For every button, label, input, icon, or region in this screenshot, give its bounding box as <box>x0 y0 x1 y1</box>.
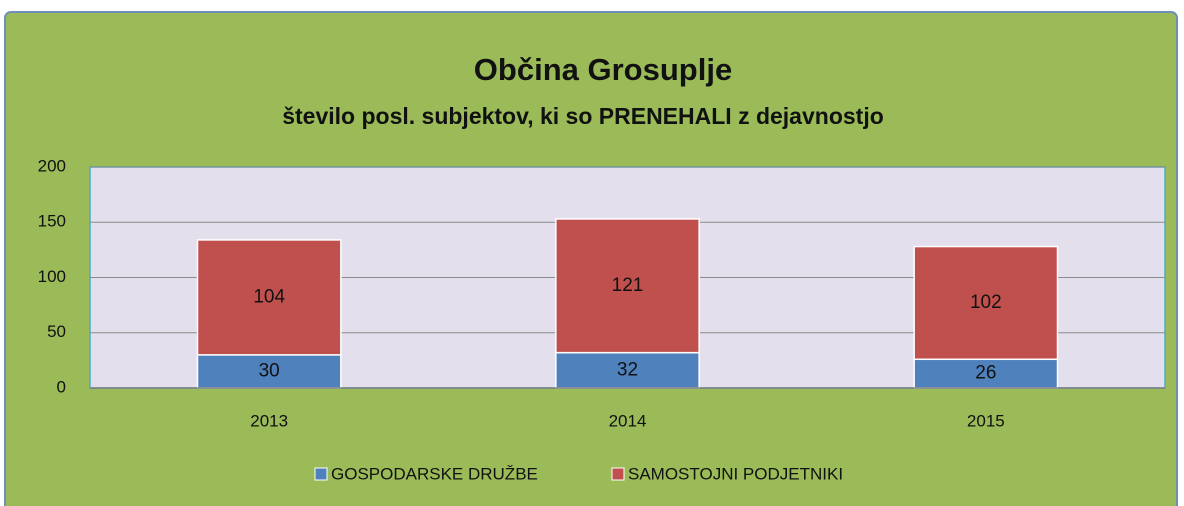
x-tick-label: 2013 <box>250 411 288 430</box>
data-label: 30 <box>259 360 280 381</box>
legend-swatch <box>611 467 625 481</box>
data-label: 121 <box>612 275 644 296</box>
x-tick-label: 2014 <box>609 411 647 430</box>
chart-subtitle: število posl. subjektov, ki so PRENEHALI… <box>282 103 884 129</box>
chart-title: Občina Grosuplje <box>474 52 732 87</box>
y-tick-label: 150 <box>38 212 66 231</box>
data-label: 102 <box>970 292 1002 313</box>
legend-swatch <box>314 467 328 481</box>
y-tick-label: 200 <box>38 156 66 175</box>
bar-segment <box>196 239 342 356</box>
data-label: 32 <box>617 359 638 380</box>
bar-segment <box>913 245 1059 361</box>
bar-segment <box>196 354 342 389</box>
bar-segment <box>555 218 700 354</box>
y-tick-label: 100 <box>38 267 66 286</box>
legend-label: SAMOSTOJNI PODJETNIKI <box>628 464 843 483</box>
x-tick-label: 2015 <box>967 411 1005 430</box>
y-tick-label: 0 <box>57 377 66 396</box>
data-label: 26 <box>975 363 996 384</box>
data-label: 104 <box>253 286 285 307</box>
y-tick-label: 50 <box>47 322 66 341</box>
legend-label: GOSPODARSKE DRUŽBE <box>331 464 538 483</box>
